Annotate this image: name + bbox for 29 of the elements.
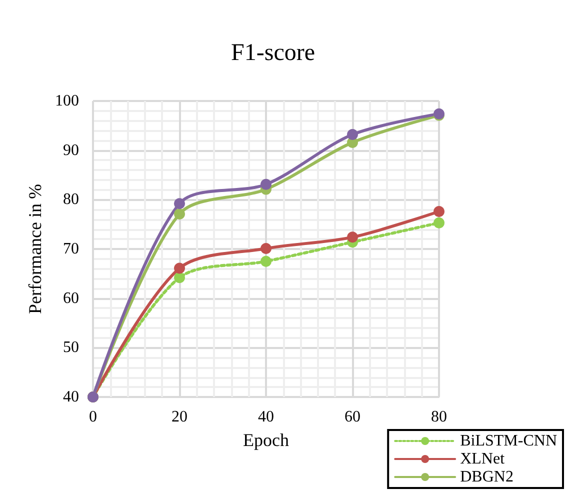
point bbox=[174, 198, 185, 210]
x-axis-title: Epoch bbox=[243, 430, 289, 450]
point bbox=[260, 178, 272, 190]
y-tick-label: 40 bbox=[63, 388, 79, 406]
point bbox=[174, 262, 185, 274]
point bbox=[347, 129, 358, 140]
x-tick-label: 40 bbox=[258, 408, 274, 426]
x-tick-label: 60 bbox=[344, 408, 360, 426]
y-tick-label: 80 bbox=[63, 191, 79, 208]
y-tick-label: 60 bbox=[63, 290, 79, 307]
y-axis-title: Performance in % bbox=[25, 184, 46, 314]
y-tick-label: 70 bbox=[63, 240, 79, 258]
legend-label: XLNet bbox=[460, 450, 506, 468]
chart-title: F1-score bbox=[231, 40, 315, 66]
point bbox=[347, 232, 358, 243]
y-tick-label: 100 bbox=[55, 92, 79, 110]
point bbox=[260, 256, 272, 267]
legend-label: BiLSTM-CNN bbox=[460, 432, 558, 450]
point bbox=[174, 272, 185, 284]
point bbox=[260, 243, 272, 254]
x-tick-label: 0 bbox=[89, 408, 97, 426]
point bbox=[174, 208, 185, 220]
point bbox=[434, 206, 444, 218]
y-tick-label: 90 bbox=[63, 142, 79, 159]
legend-label: DBGN2 bbox=[460, 468, 514, 486]
x-tick-label: 20 bbox=[172, 408, 188, 426]
y-tick-label: 50 bbox=[63, 339, 79, 356]
x-tick-label: 80 bbox=[431, 408, 447, 426]
point bbox=[434, 217, 444, 228]
